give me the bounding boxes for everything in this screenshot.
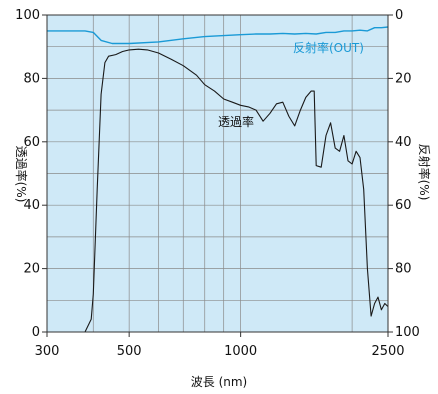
reflectance-annotation: 反射率(OUT) — [293, 40, 364, 55]
annotations: 反射率(OUT) 透過率 — [218, 40, 364, 129]
y-right-tick-label: 100 — [395, 325, 420, 340]
y-right-tick-label: 80 — [395, 262, 412, 277]
series-layer — [47, 26, 389, 333]
transmittance-line — [47, 48, 389, 333]
transmittance-annotation: 透過率 — [218, 114, 254, 129]
y-right-tick-label: 20 — [395, 71, 412, 86]
y-left-tick-label: 100 — [15, 8, 40, 23]
reflectance-line — [47, 26, 389, 45]
y-left-tick-label: 20 — [23, 262, 40, 277]
y-right-tick-label: 40 — [395, 135, 412, 150]
grid — [47, 15, 388, 332]
y-left-tick-label: 0 — [32, 325, 40, 340]
y-axis-left-label: 透過率(%) — [14, 146, 29, 203]
y-left-tick-label: 40 — [23, 198, 40, 213]
plot-frame — [46, 14, 389, 333]
y-right-tick-label: 60 — [395, 198, 412, 213]
y-axis-right-label: 反射率(%) — [417, 144, 432, 201]
x-tick-label: 300 — [35, 344, 60, 359]
x-tick-label: 500 — [117, 344, 142, 359]
y-left-tick-label: 80 — [23, 71, 40, 86]
y-right-tick-label: 0 — [395, 8, 403, 23]
y-left-tick-label: 60 — [23, 135, 40, 150]
x-tick-label: 2500 — [371, 344, 404, 359]
x-axis-label: 波長 (nm) — [191, 375, 247, 389]
x-tick-label: 1000 — [224, 344, 257, 359]
